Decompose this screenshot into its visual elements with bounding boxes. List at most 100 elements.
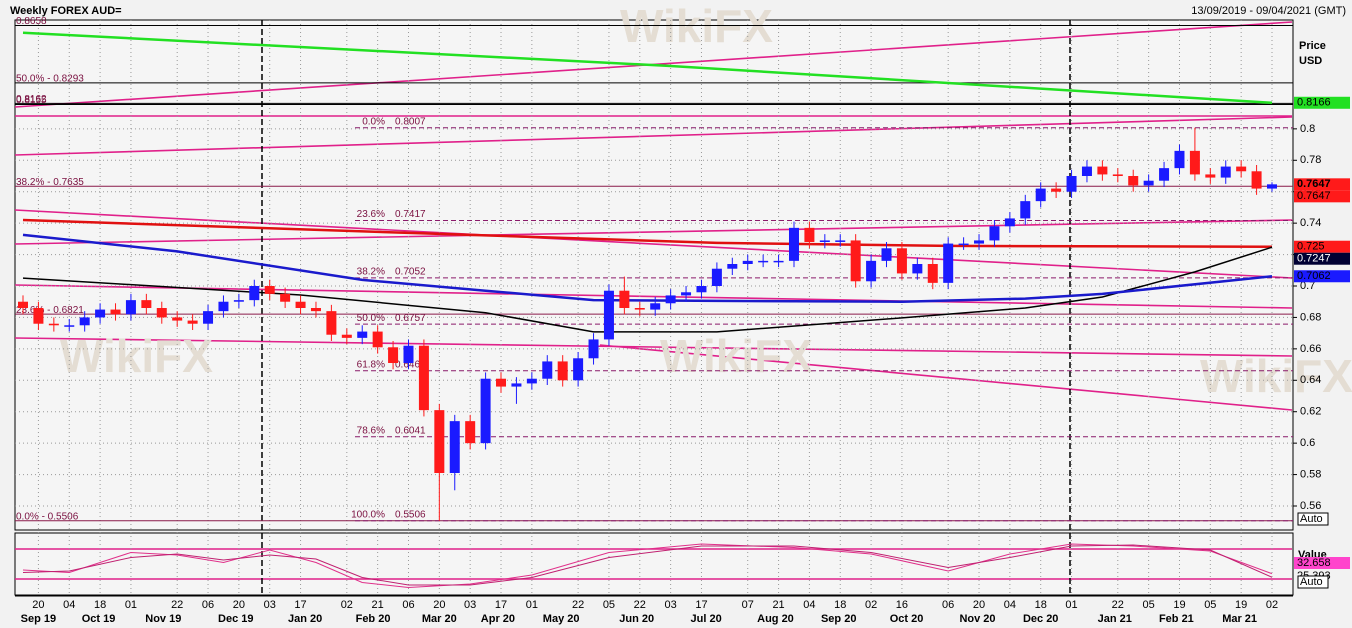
candle-body xyxy=(619,290,630,308)
fib-value: 0.7417 xyxy=(395,209,426,220)
x-tick-label: 06 xyxy=(402,599,414,611)
auto-button[interactable] xyxy=(1297,512,1329,526)
x-tick-label: 06 xyxy=(942,599,954,611)
moving-average xyxy=(22,31,1273,105)
candle-body xyxy=(557,361,568,381)
candle-body xyxy=(1128,176,1139,186)
candle-body xyxy=(1051,188,1062,192)
x-month-label: Jun 20 xyxy=(619,613,654,625)
candle-body xyxy=(1035,188,1046,202)
fib-label: 50.0% - 0.8293 xyxy=(16,73,84,84)
x-tick-label: 20 xyxy=(973,599,985,611)
fib-pct: 38.2% xyxy=(357,266,385,277)
candle-body xyxy=(958,243,969,246)
fib-value: 0.8007 xyxy=(395,116,426,127)
moving-average xyxy=(22,246,1273,333)
indicator-label-box xyxy=(1294,557,1350,569)
fib-label: 38.2% - 0.7635 xyxy=(16,177,84,188)
candle-body xyxy=(773,260,784,263)
auto-button-label[interactable]: Auto xyxy=(1300,576,1323,588)
candle-body xyxy=(141,300,152,308)
x-month-label: Dec 19 xyxy=(218,613,253,625)
fib-label: 0.8658 xyxy=(16,16,47,27)
candle-body xyxy=(711,268,722,286)
trend-line xyxy=(14,337,1293,357)
fib-label: 0.0% - 0.5506 xyxy=(16,511,79,522)
candle-body xyxy=(79,317,90,326)
candle-body xyxy=(172,317,183,321)
x-tick-label: 04 xyxy=(1004,599,1016,611)
candle-body xyxy=(665,295,676,304)
x-month-label: Jan 20 xyxy=(288,613,322,625)
price-label: 0.7647 xyxy=(1297,190,1331,202)
candle-body xyxy=(696,286,707,293)
candle-body xyxy=(110,309,121,315)
x-tick-label: 22 xyxy=(1112,599,1124,611)
candle-body xyxy=(1267,184,1277,189)
watermark: WikiFX xyxy=(620,0,773,52)
candle-body xyxy=(403,345,414,363)
x-tick-label: 21 xyxy=(772,599,784,611)
candle-body xyxy=(1205,174,1216,178)
price-panel xyxy=(14,19,1294,531)
x-tick-label: 16 xyxy=(896,599,908,611)
candle-body xyxy=(218,301,229,312)
x-tick-label: 22 xyxy=(634,599,646,611)
candle-body xyxy=(1159,168,1170,181)
indicator-line xyxy=(22,543,1273,589)
auto-button[interactable] xyxy=(1297,575,1329,589)
candle-body xyxy=(974,240,985,244)
y-tick-label: 0.78 xyxy=(1300,154,1321,166)
candle-body xyxy=(310,308,321,312)
candle-body xyxy=(187,320,198,324)
candle-body xyxy=(804,227,815,242)
x-tick-label: 02 xyxy=(341,599,353,611)
candle-body xyxy=(326,311,337,335)
fib-pct: 50.0% xyxy=(357,313,385,324)
watermark: WikiFX xyxy=(660,330,813,382)
trend-line xyxy=(14,219,1293,245)
candle-body xyxy=(542,361,553,379)
price-label: 0.8166 xyxy=(1297,97,1331,109)
candle-body xyxy=(912,264,923,274)
x-month-label: May 20 xyxy=(543,613,580,625)
candle-body xyxy=(681,292,692,296)
price-label-box xyxy=(1294,96,1350,109)
candle-body xyxy=(989,226,1000,241)
y-tick-label: 0.62 xyxy=(1300,406,1321,418)
x-tick-label: 22 xyxy=(572,599,584,611)
candle-body xyxy=(95,309,106,318)
y-axis-label: Price xyxy=(1299,40,1326,52)
candle-body xyxy=(1251,171,1262,189)
watermark: WikiFX xyxy=(60,330,213,382)
x-month-label: Jan 21 xyxy=(1098,613,1132,625)
x-month-label: Mar 20 xyxy=(422,613,457,625)
x-month-label: Nov 20 xyxy=(959,613,995,625)
candle-body xyxy=(64,325,75,327)
x-tick-label: 01 xyxy=(125,599,137,611)
fib-pct: 61.8% xyxy=(357,359,385,370)
price-label: 0.7247 xyxy=(1297,253,1331,265)
candle-body xyxy=(788,227,799,261)
date-range: 13/09/2019 - 09/04/2021 (GMT) xyxy=(1191,5,1346,17)
candle-body xyxy=(1174,150,1185,169)
x-month-label: Apr 20 xyxy=(481,613,515,625)
candle-body xyxy=(1112,174,1123,176)
candle-body xyxy=(1020,201,1031,219)
moving-average xyxy=(22,218,1273,248)
x-month-label: Oct 19 xyxy=(82,613,116,625)
candle-body xyxy=(1220,166,1231,178)
candle-body xyxy=(1066,176,1077,192)
candle-body xyxy=(418,345,429,411)
candle-body xyxy=(280,293,291,302)
price-label: 0.7062 xyxy=(1297,270,1331,282)
auto-button-label[interactable]: Auto xyxy=(1300,513,1323,525)
candle-body xyxy=(835,240,846,242)
candle-body xyxy=(388,347,399,363)
candle-body xyxy=(434,410,445,473)
x-tick-label: 18 xyxy=(94,599,106,611)
x-month-label: Sep 20 xyxy=(821,613,856,625)
trend-line xyxy=(14,116,1293,156)
fib-pct: 100.0% xyxy=(351,509,385,520)
candle-body xyxy=(496,378,507,387)
